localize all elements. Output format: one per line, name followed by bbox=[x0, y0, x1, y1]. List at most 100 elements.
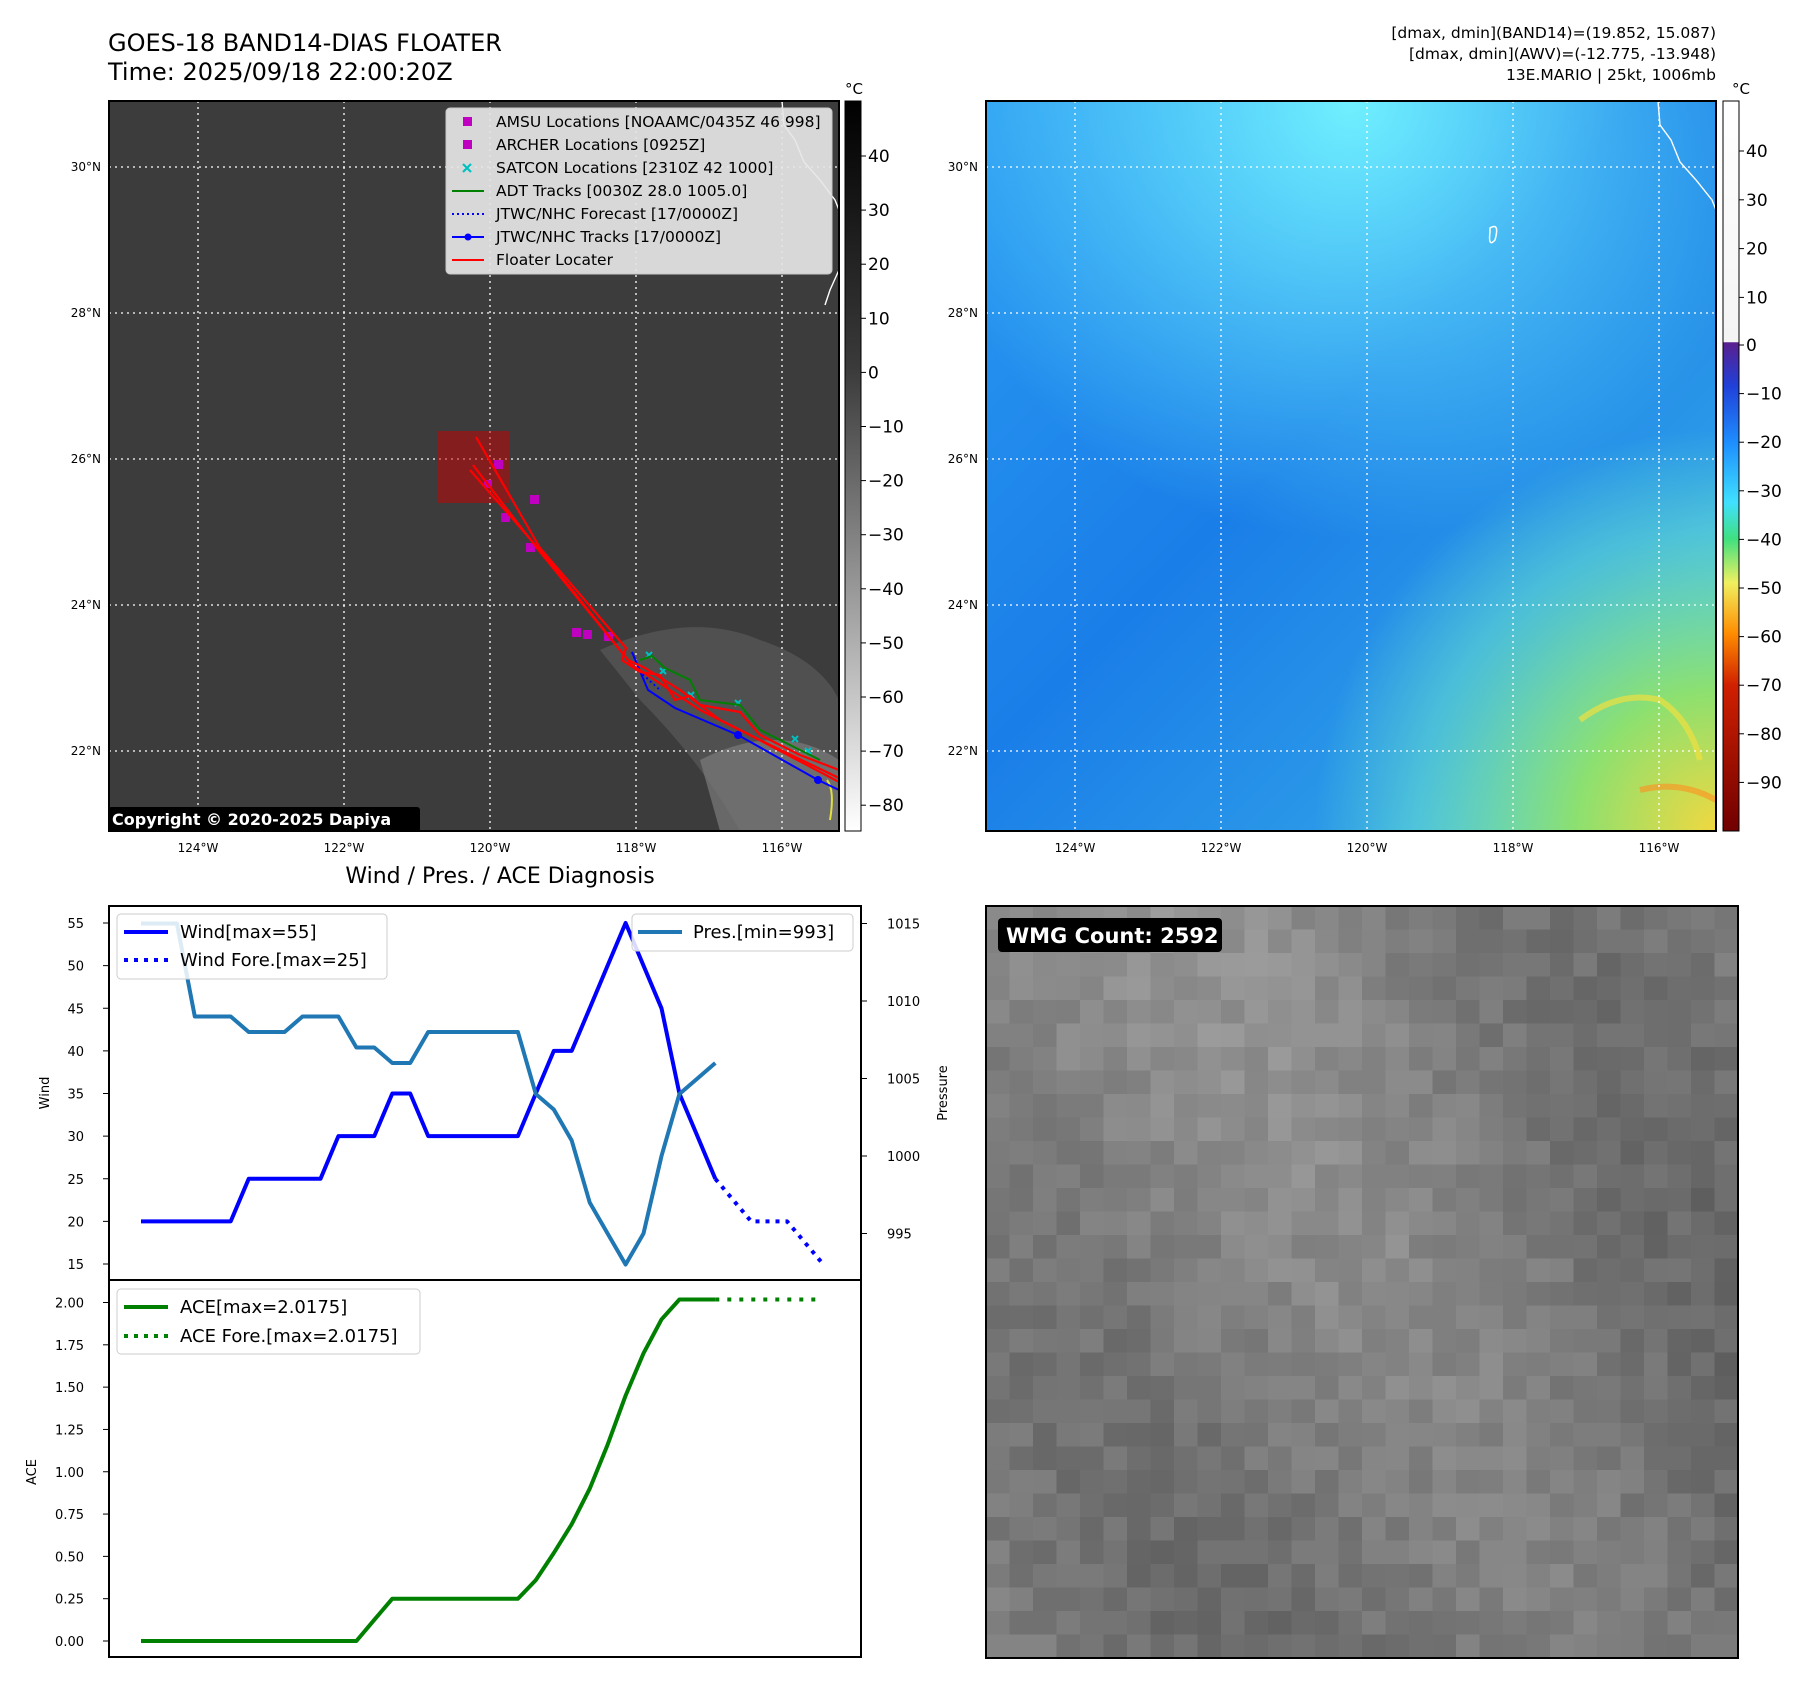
lat-label: 24°N bbox=[71, 598, 101, 612]
wmg-pixel bbox=[1244, 1352, 1269, 1377]
wmg-pixel bbox=[1503, 1282, 1527, 1306]
ir-cbar-tick: −10 bbox=[868, 418, 904, 438]
wmg-pixel bbox=[1667, 1446, 1692, 1471]
wmg-pixel bbox=[1362, 1517, 1386, 1541]
wmg-pixel bbox=[1432, 1329, 1457, 1353]
wmg-pixel bbox=[1597, 1000, 1621, 1024]
wmg-pixel bbox=[1174, 1094, 1198, 1118]
wmg-pixel bbox=[1033, 976, 1057, 1001]
wmg-pixel bbox=[1127, 1446, 1151, 1471]
wmg-pixel bbox=[1291, 1070, 1316, 1095]
wmg-pixel bbox=[1667, 1094, 1692, 1118]
wmg-pixel bbox=[1244, 1164, 1269, 1189]
awv-cbar-tick: −20 bbox=[1746, 433, 1782, 453]
wmg-pixel bbox=[1620, 1211, 1645, 1236]
wmg-pixel bbox=[1456, 1564, 1480, 1588]
wmg-pixel bbox=[986, 1070, 1010, 1095]
wmg-pixel bbox=[1409, 929, 1433, 954]
wmg-pixel bbox=[986, 1446, 1010, 1471]
wmg-pixel bbox=[1150, 1634, 1175, 1659]
wmg-pixel bbox=[1150, 1587, 1175, 1612]
wmg-pixel bbox=[1691, 1470, 1715, 1494]
wmg-pixel bbox=[1550, 1352, 1574, 1377]
wmg-pixel bbox=[1197, 1023, 1222, 1048]
wmg-pixel bbox=[1503, 906, 1527, 930]
wmg-pixel bbox=[1268, 1164, 1292, 1189]
wmg-pixel bbox=[1550, 1376, 1574, 1400]
wmg-pixel bbox=[1644, 1493, 1668, 1518]
wmg-pixel bbox=[1033, 1023, 1057, 1048]
wmg-pixel bbox=[1432, 1587, 1457, 1612]
wmg-pixel bbox=[1033, 1423, 1057, 1447]
awv-cbar-tick: −60 bbox=[1746, 628, 1782, 648]
wmg-pixel bbox=[1009, 1094, 1034, 1118]
wmg-pixel bbox=[1291, 1329, 1316, 1353]
wmg-pixel bbox=[1244, 906, 1269, 930]
wmg-pixel bbox=[1150, 1188, 1175, 1212]
wmg-pixel bbox=[1667, 1376, 1692, 1400]
wmg-pixel bbox=[1056, 976, 1081, 1001]
wmg-pixel bbox=[1291, 976, 1316, 1001]
wmg-pixel bbox=[1432, 953, 1457, 977]
wmg-pixel bbox=[1432, 1117, 1457, 1142]
ace-ytick: 1.50 bbox=[55, 1381, 84, 1396]
wmg-pixel bbox=[1526, 929, 1551, 954]
wmg-pixel bbox=[1550, 1000, 1574, 1024]
wmg-pixel bbox=[1667, 1164, 1692, 1189]
ace-ytick: 1.00 bbox=[55, 1466, 84, 1481]
wmg-pixel bbox=[1691, 1329, 1715, 1353]
wmg-pixel bbox=[1620, 1376, 1645, 1400]
band14-range-text: [dmax, dmin](BAND14)=(19.852, 15.087) bbox=[1391, 24, 1716, 42]
lat-label: 24°N bbox=[948, 598, 978, 612]
wmg-pixel bbox=[986, 1164, 1010, 1189]
wmg-pixel bbox=[1503, 1329, 1527, 1353]
wmg-pixel bbox=[1644, 1540, 1668, 1565]
wmg-pixel bbox=[1009, 1564, 1034, 1588]
wind-ytick: 55 bbox=[67, 917, 84, 932]
wmg-pixel bbox=[1526, 1117, 1551, 1142]
wmg-pixel bbox=[1268, 1587, 1292, 1612]
wmg-pixel bbox=[1362, 1446, 1386, 1471]
wmg-pixel bbox=[986, 1423, 1010, 1447]
wmg-pixel bbox=[1221, 1540, 1245, 1565]
ir-cbar-tick: −60 bbox=[868, 688, 904, 708]
awv-cbar-tick: −90 bbox=[1746, 773, 1782, 793]
wmg-pixel bbox=[1244, 1587, 1269, 1612]
ace-legend-label-0: ACE[max=2.0175] bbox=[180, 1297, 347, 1318]
wmg-pixel bbox=[1174, 953, 1198, 977]
wmg-pixel bbox=[1644, 1446, 1668, 1471]
wmg-pixel bbox=[1127, 1611, 1151, 1635]
wmg-pixel bbox=[1221, 1587, 1245, 1612]
wmg-pixel bbox=[1644, 1399, 1668, 1424]
awv-map-panel: 30°N 28°N 26°N 24°N 22°N 124°W 122°W 120°W 118°W… bbox=[948, 100, 1718, 855]
wmg-pixel bbox=[1362, 1470, 1386, 1494]
wmg-pixel bbox=[1597, 976, 1621, 1001]
wmg-pixel bbox=[1127, 1070, 1151, 1095]
wmg-pixel bbox=[1526, 1023, 1551, 1048]
wmg-pixel bbox=[1315, 1023, 1339, 1048]
wmg-pixel bbox=[1033, 1587, 1057, 1612]
wmg-pixel bbox=[1550, 906, 1574, 930]
wmg-pixel bbox=[1667, 1211, 1692, 1236]
wmg-pixel bbox=[1503, 1423, 1527, 1447]
wmg-pixel bbox=[1221, 1211, 1245, 1236]
wmg-pixel bbox=[1456, 906, 1480, 930]
wmg-pixel bbox=[1714, 1423, 1739, 1447]
wmg-pixel bbox=[1409, 1470, 1433, 1494]
wmg-pixel bbox=[1691, 1634, 1715, 1659]
wind-ytick: 50 bbox=[67, 960, 84, 975]
ir-cbar-tick: −30 bbox=[868, 526, 904, 546]
wmg-pixel bbox=[986, 1000, 1010, 1024]
wmg-pixel bbox=[1644, 1587, 1668, 1612]
wmg-pixel bbox=[1479, 953, 1504, 977]
wmg-pixel bbox=[1667, 1070, 1692, 1095]
wmg-pixel bbox=[1479, 1258, 1504, 1283]
wmg-pixel bbox=[986, 1329, 1010, 1353]
wmg-pixel bbox=[1409, 1282, 1433, 1306]
wmg-pixel bbox=[1503, 1235, 1527, 1259]
pressure-ytick: 1005 bbox=[887, 1073, 920, 1088]
wmg-pixel bbox=[1315, 976, 1339, 1001]
wmg-pixel bbox=[1009, 1587, 1034, 1612]
wmg-pixel bbox=[1550, 1517, 1574, 1541]
wmg-pixel bbox=[1714, 1235, 1739, 1259]
